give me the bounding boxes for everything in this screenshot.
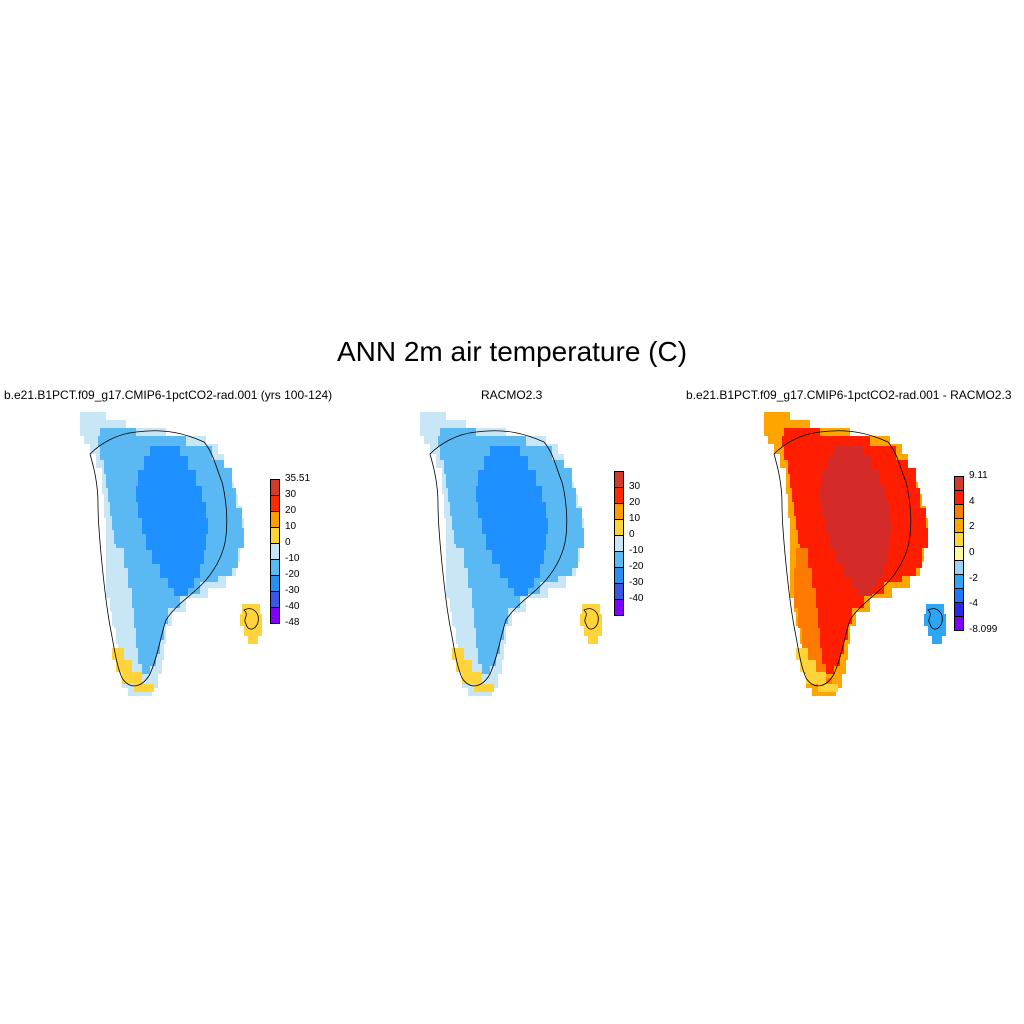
colorbar-label: -8.099 [969,624,998,635]
panel-title-model: b.e21.B1PCT.f09_g17.CMIP6-1pctCO2-rad.00… [4,388,333,402]
colorbar-box [954,504,964,519]
colorbar-box [954,574,964,589]
colorbar-label: 10 [629,513,641,524]
colorbar-label: 9.11 [969,470,988,481]
map-region [890,468,928,576]
panel-title-racmo: RACMO2.3 [481,388,543,402]
colorbar-label: 0 [629,529,635,540]
colorbar-diff: -8.099 -4 -2 0 2 4 9.11 [954,471,1014,635]
colorbar-label: -2 [969,572,978,584]
colorbar-box [954,490,964,505]
colorbar-box [954,476,964,491]
map-region [476,446,548,596]
colorbar-box [954,546,964,561]
map-region [546,468,584,576]
colorbar-label: -30 [285,585,300,596]
colorbar-box [270,527,280,544]
colorbar-label: 30 [285,489,297,500]
colorbar-label: 4 [969,495,975,507]
colorbar-label: -4 [969,598,978,610]
colorbar-box [270,495,280,512]
colorbar-label: -10 [285,553,300,564]
map-region [450,548,488,686]
coastline [429,430,568,687]
panel-title-diff: b.e21.B1PCT.f09_g17.CMIP6-1pctCO2-rad.00… [686,388,1012,402]
map-racmo [416,398,616,708]
map-region [206,468,244,576]
map-region [112,648,154,692]
map-diff [760,398,960,708]
colorbar-label: 20 [629,497,641,508]
colorbar-box [614,551,624,568]
map-region [794,548,832,686]
colorbar-box [614,599,624,616]
colorbar-label: -20 [285,569,300,580]
colorbar-label: 2 [969,521,975,533]
colorbar-label: -20 [629,561,644,572]
colorbar-label: -30 [629,577,644,588]
colorbar-model: -48 -40 -30 -20 -10 0 10 20 30 35.51 [270,474,330,628]
colorbar-box [614,535,624,552]
greenland-map [764,412,946,696]
coastline [773,430,912,687]
greenland-map [420,412,602,696]
colorbar-box [270,543,280,560]
colorbar-label: -10 [629,545,644,556]
map-region [580,604,602,644]
map-region [452,648,494,692]
colorbar-box [954,518,964,533]
colorbar-box [614,583,624,600]
colorbar-box [614,503,624,520]
colorbar-box [614,567,624,584]
colorbar-box [614,471,624,488]
colorbar-box [614,519,624,536]
colorbar-label: 0 [285,537,291,548]
colorbar-box [270,607,280,624]
colorbar-label: 35.51 [285,473,311,484]
colorbar-box [954,532,964,547]
island-outline [927,608,943,630]
map-region [820,446,892,596]
map-region [796,648,838,692]
colorbar-label: -40 [629,593,644,604]
colorbar-label: -40 [285,601,300,612]
colorbar-label: -48 [285,617,300,628]
colorbar-box [954,560,964,575]
colorbar-label: 30 [629,481,641,492]
island-outline [583,608,599,630]
map-region [110,548,148,686]
colorbar-box [270,591,280,608]
colorbar-label: 10 [285,521,297,532]
island-outline [243,608,259,630]
colorbar-label: 20 [285,505,297,516]
colorbar-label: 0 [969,547,975,558]
colorbar-box [270,559,280,576]
colorbar-box [954,616,964,631]
colorbar-box [614,487,624,504]
map-region [136,446,208,596]
figure-title: ANN 2m air temperature (C) [336,336,688,367]
greenland-map [80,412,262,696]
map-region [924,604,946,644]
colorbar-box [270,575,280,592]
colorbar-box [270,511,280,528]
map-model [76,398,276,708]
colorbar-box [954,602,964,617]
colorbar-box [954,588,964,603]
colorbar-box [270,479,280,496]
colorbar-racmo: -40 -30 -20 -10 0 10 20 30 [614,471,674,616]
map-region [240,604,262,644]
coastline [89,430,228,687]
